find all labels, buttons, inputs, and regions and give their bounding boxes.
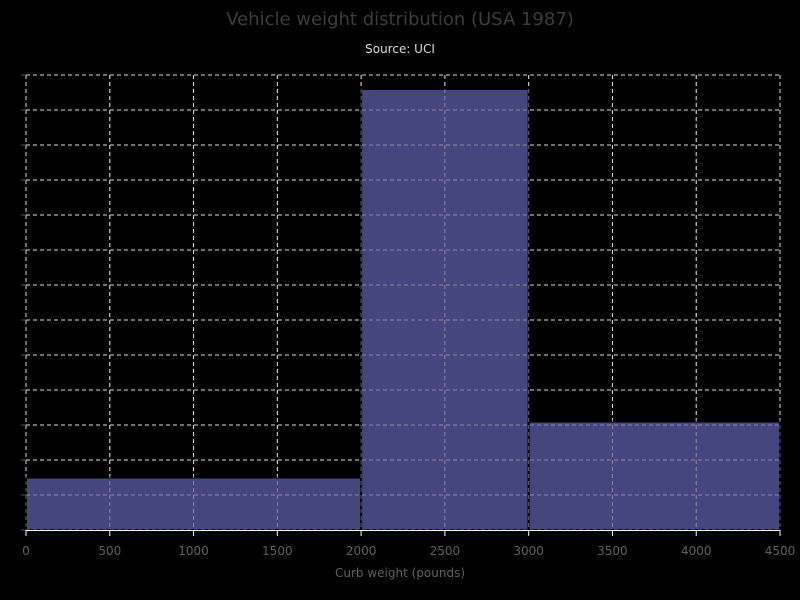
x-tick-label-5: 2500: [430, 544, 461, 558]
x-tick-label-3: 1500: [262, 544, 293, 558]
chart-title: Vehicle weight distribution (USA 1987): [226, 9, 574, 30]
histogram-bar-2: [527, 420, 782, 531]
histogram-bars: [25, 74, 782, 531]
x-tick-label-2: 1000: [178, 544, 209, 558]
chart-subtitle: Source: UCI: [365, 42, 435, 56]
histogram-bar-1: [360, 88, 530, 531]
x-tick-label-0: 0: [22, 544, 30, 558]
x-tick-label-8: 4000: [681, 544, 712, 558]
x-tick-label-9: 4500: [765, 544, 796, 558]
x-axis-label: Curb weight (pounds): [334, 566, 466, 580]
x-tick-label-1: 500: [98, 544, 121, 558]
x-tick-label-6: 3000: [513, 544, 544, 558]
x-tick-label-4: 2000: [346, 544, 377, 558]
x-tick-label-7: 3500: [597, 544, 628, 558]
axes: 0 500 1000 1500 2000 2500 3000 3500 4000 4500: [21, 74, 796, 558]
